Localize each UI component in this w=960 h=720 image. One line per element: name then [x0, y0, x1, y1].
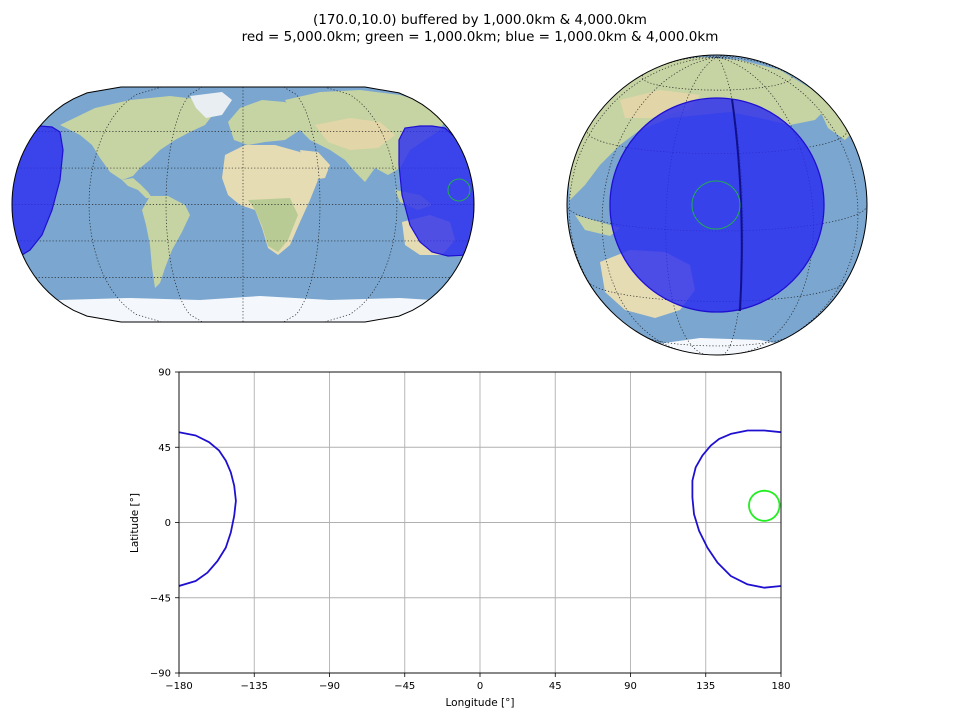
x-tick-label: −180: [165, 681, 192, 692]
globe-indonesia-islands: [575, 215, 620, 236]
globe-grid-line: [716, 55, 726, 58]
x-tick-label: −135: [241, 681, 268, 692]
south-america-landmass: [142, 196, 190, 288]
figure-title-line-2: red = 5,000.0km; green = 1,000.0km; blue…: [241, 29, 719, 45]
robinson-graticule: [12, 87, 474, 322]
robinson-meridian: [88, 87, 162, 322]
globe-outline: [566, 54, 868, 356]
y-tick-label: 0: [165, 518, 171, 529]
blue-buffer-line-1: [691, 429, 781, 589]
central-asia-desert: [315, 118, 395, 150]
y-tick-label: −90: [150, 669, 171, 680]
antimeridian-seam: [731, 98, 743, 312]
greenland-landmass: [190, 92, 232, 118]
y-tick-label: −45: [150, 593, 171, 604]
globe-grid-line: [641, 72, 793, 91]
y-tick-label: 45: [158, 443, 171, 454]
robinson-meridian: [283, 87, 321, 322]
x-tick-label: 135: [696, 681, 715, 692]
antarctica-landmass: [12, 296, 474, 322]
x-tick-label: −90: [319, 681, 340, 692]
green-buffer-circle-globe: [691, 180, 741, 230]
robinson-map-outline: [11, 86, 475, 323]
lonlat-plot: −180 −135 −90 −45 0 45 90 135 180 −90 −45 0 45 90 Lon…: [129, 368, 791, 710]
globe-asia-landmass: [567, 57, 830, 200]
x-tick-label: 90: [624, 681, 637, 692]
blue-buffer-line-2: [179, 431, 237, 587]
buffer-polygon-east: [398, 125, 474, 257]
globe-grid-line: [652, 56, 718, 70]
globe-grid-line: [645, 336, 788, 347]
robinson-world-map: [11, 86, 475, 323]
robinson-meridian: [324, 87, 398, 322]
robinson-meridian: [165, 87, 203, 322]
green-buffer-circle-robinson: [447, 178, 471, 202]
north-america-landmass: [60, 96, 215, 180]
africa-south-vegetation: [248, 198, 298, 252]
globe-grid-line: [716, 56, 859, 338]
y-tick-label: 90: [158, 368, 171, 379]
plot-ticks: −180 −135 −90 −45 0 45 90 135 180 −90 −45 0 45 90: [150, 368, 791, 693]
globe-grid-line: [601, 56, 718, 352]
europe-landmass: [228, 100, 300, 145]
x-axis-label: Longitude [°]: [445, 697, 514, 709]
x-tick-label: 180: [771, 681, 790, 692]
green-buffer-line: [748, 489, 781, 522]
x-tick-label: −45: [394, 681, 415, 692]
x-tick-label: 45: [549, 681, 562, 692]
globe-alaska-landmass: [815, 100, 855, 140]
figure-title-line-1: (170.0,10.0) buffered by 1,000.0km & 4,0…: [313, 12, 647, 28]
y-axis-label: Latitude [°]: [129, 493, 141, 553]
orthographic-globe: [566, 54, 868, 356]
blue-buffer-disc-globe: [609, 97, 825, 313]
central-america-landmass: [122, 178, 152, 198]
plot-series: [179, 429, 781, 589]
x-tick-label: 0: [477, 681, 483, 692]
arabia-landmass: [300, 150, 330, 180]
